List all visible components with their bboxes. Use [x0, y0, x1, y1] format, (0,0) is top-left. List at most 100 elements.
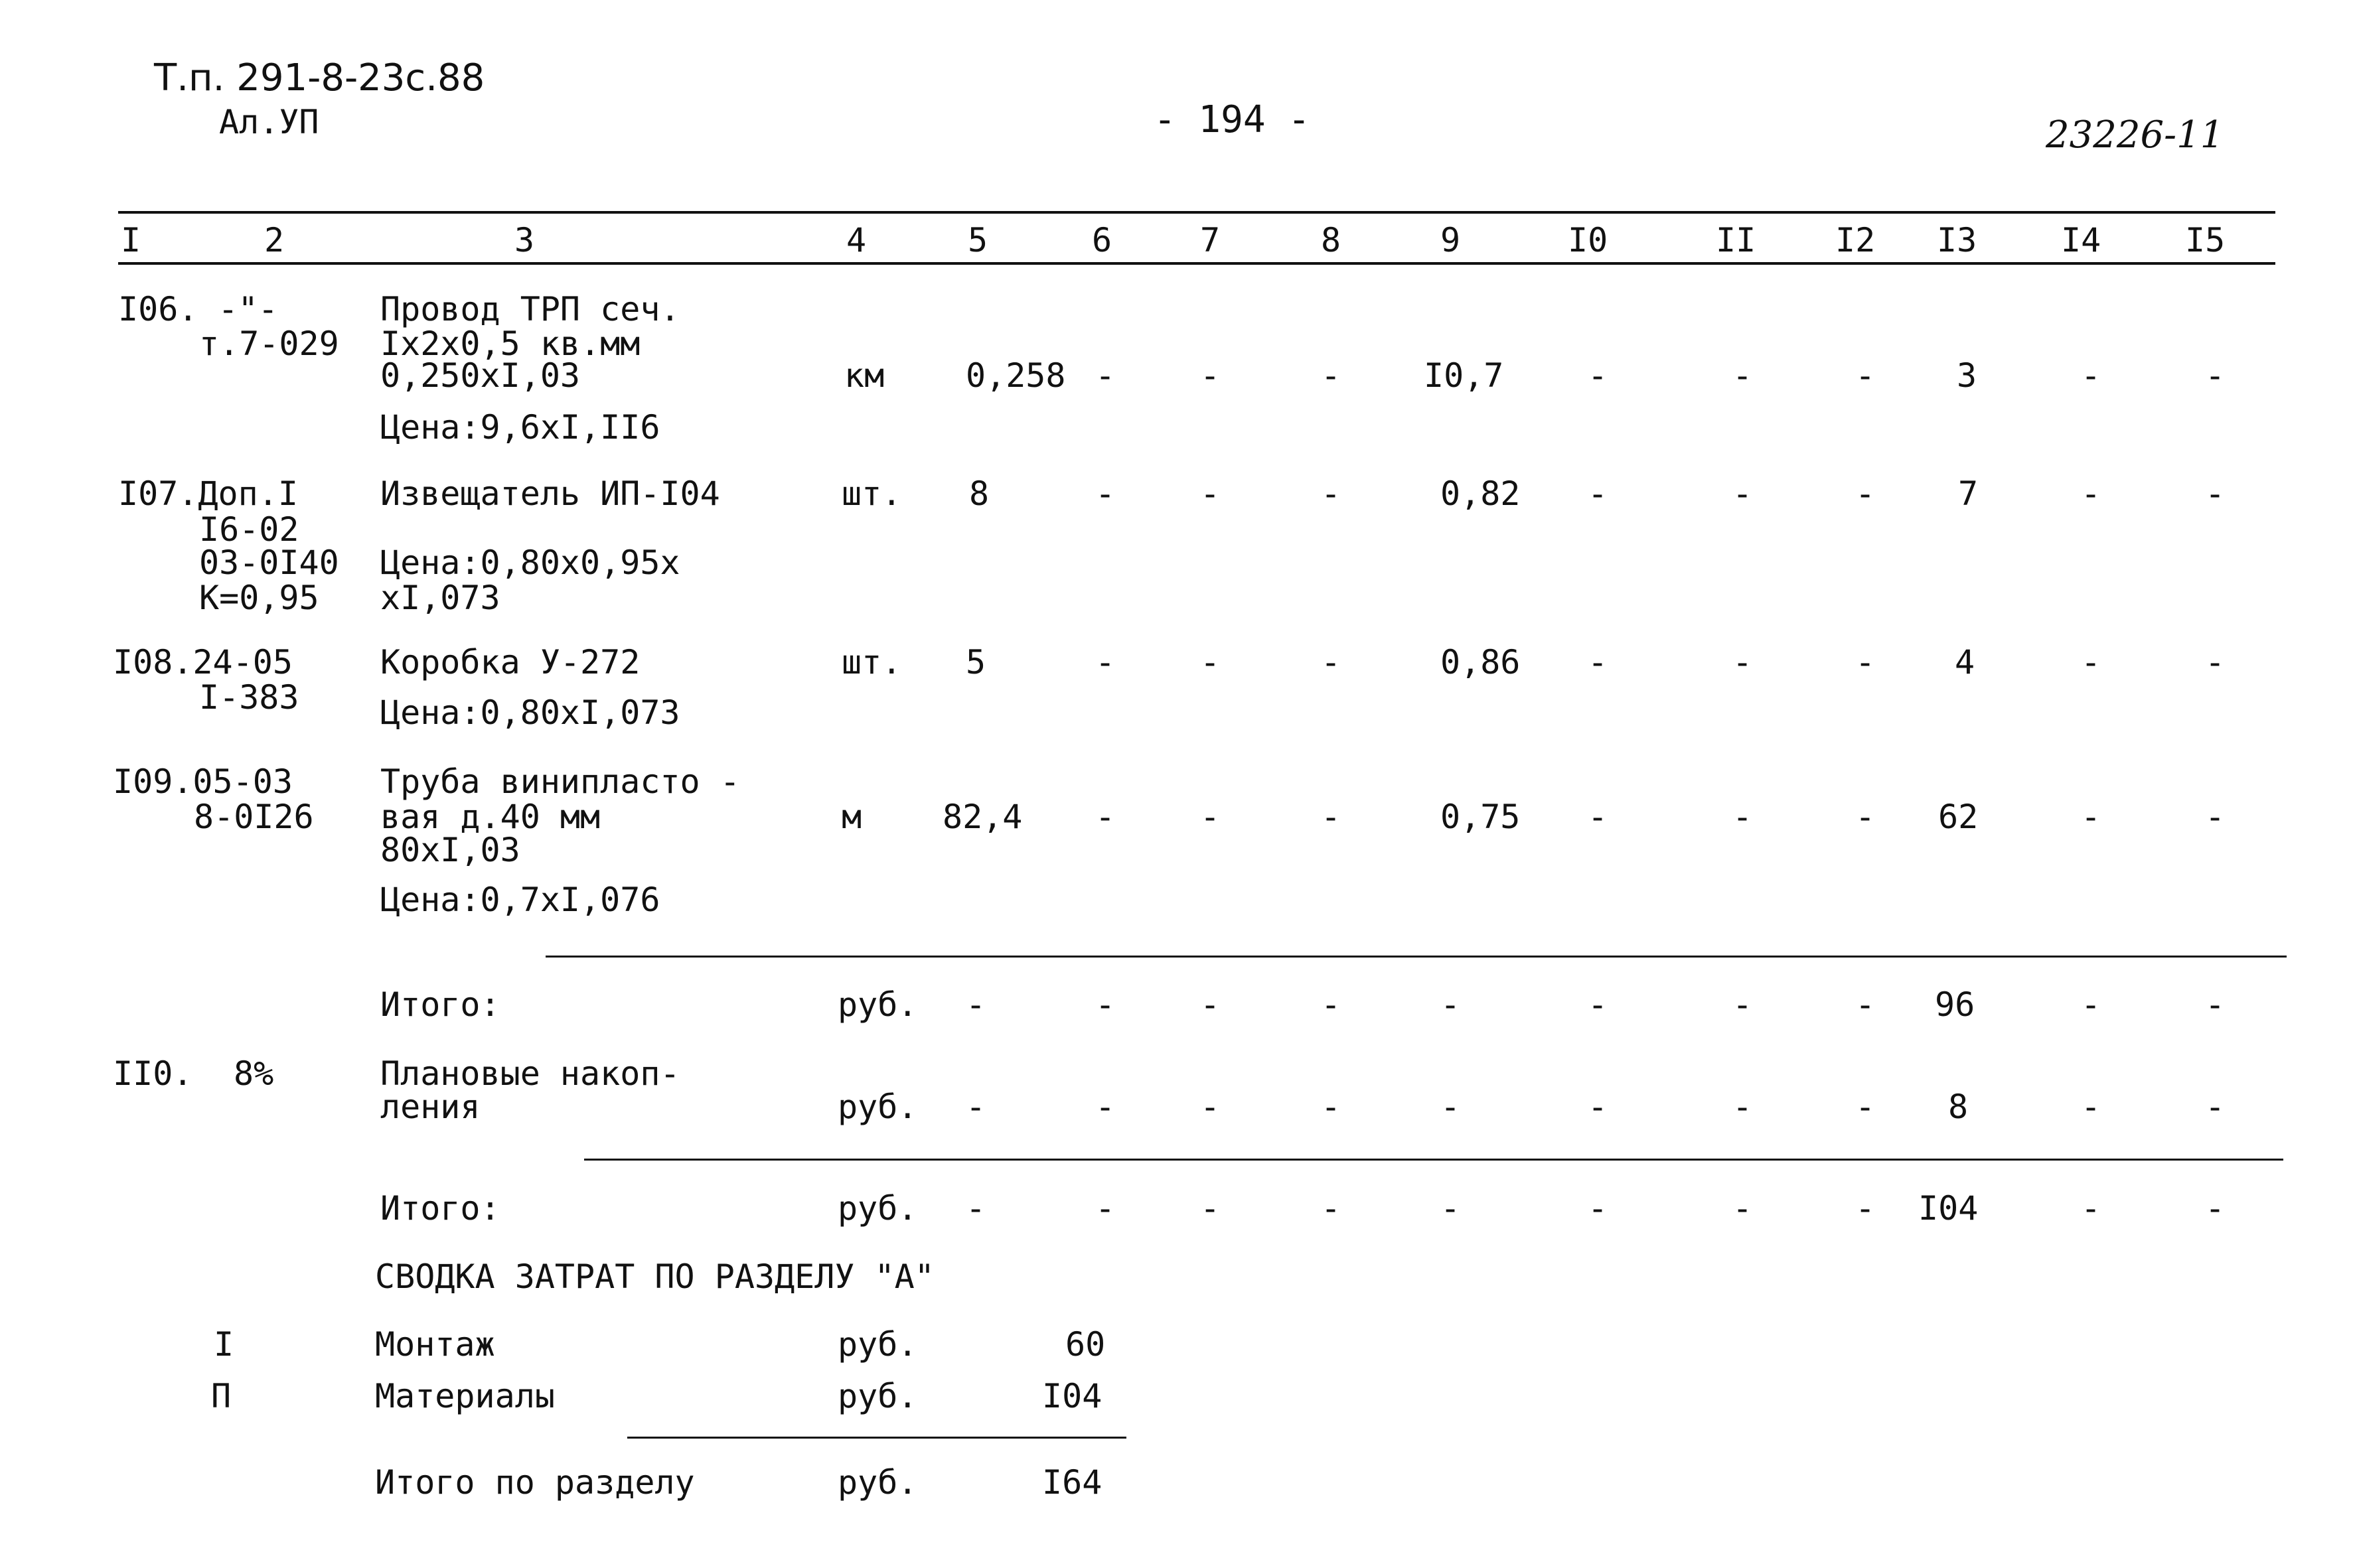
row-col13: 62 [1938, 798, 1979, 836]
row-col15: - [2205, 643, 2226, 681]
col-header-9: 9 [1440, 221, 1461, 259]
subtotal-col13: 96 [1935, 985, 1975, 1024]
row-col10: - [1588, 643, 1608, 681]
col-header-8: 8 [1321, 221, 1341, 259]
row-col11: - [1732, 1088, 1753, 1126]
col-header-5: 5 [968, 221, 988, 259]
subtotal-col12: - [1855, 985, 1876, 1024]
subtotal-unit: руб. [838, 1189, 918, 1228]
row-col14: - [2081, 1088, 2101, 1126]
row-col9: 0,86 [1440, 643, 1521, 681]
row-col8: - [1321, 474, 1341, 513]
row-col14: - [2081, 798, 2101, 836]
row-description: Iх2х0,5 кв.мм [380, 324, 641, 363]
row-description: Коробка У-272 [380, 643, 641, 681]
subtotal-col6: - [1095, 1189, 1116, 1228]
subtotal-col5: - [966, 985, 986, 1024]
row-unit: шт. [842, 474, 902, 513]
subtotal-label: Итого: [380, 985, 500, 1024]
row-col9: I0,7 [1424, 356, 1504, 395]
subtotal-col9: - [1440, 1189, 1461, 1228]
row-description: Провод ТРП сеч. [380, 290, 680, 328]
row-col13: 3 [1957, 356, 1977, 395]
row-col15: - [2205, 356, 2226, 395]
summary-item-number: П [211, 1377, 232, 1415]
row-col10: - [1588, 1088, 1608, 1126]
document-code: Т.п. 291-8-23с.88 [154, 56, 485, 100]
row-col11: - [1732, 798, 1753, 836]
summary-item-number: I [214, 1325, 234, 1364]
subtotal-col9: - [1440, 985, 1461, 1024]
col-header-13: I3 [1937, 221, 1977, 259]
row-number: I08.24-05 [113, 643, 293, 681]
row-unit: км [844, 356, 885, 395]
row-code: 8-0I26 [194, 798, 314, 836]
row-col12: - [1855, 643, 1876, 681]
col-header-12: I2 [1835, 221, 1876, 259]
summary-item-value: I04 [1042, 1377, 1102, 1415]
col-header-15: I5 [2185, 221, 2226, 259]
summary-total-unit: руб. [838, 1463, 918, 1502]
row-price: Цена:0,80хI,073 [380, 693, 680, 732]
col-header-1: I [121, 221, 141, 259]
row-description: вая д.40 мм [380, 798, 601, 836]
row-col9: - [1440, 1088, 1461, 1126]
row-col5: 82,4 [943, 798, 1023, 836]
subtotal-col15: - [2205, 985, 2226, 1024]
subtotal-col8: - [1321, 985, 1341, 1024]
row-col6: - [1095, 356, 1116, 395]
row-number: II0. [113, 1054, 193, 1093]
row-col8: - [1321, 356, 1341, 395]
row-col11: - [1732, 474, 1753, 513]
row-col7: - [1200, 474, 1221, 513]
col-header-14: I4 [2061, 221, 2101, 259]
row-number: I09.05-03 [113, 762, 293, 801]
col-header-6: 6 [1092, 221, 1112, 259]
row-col12: - [1855, 798, 1876, 836]
summary-item-value: 60 [1065, 1325, 1106, 1364]
album-label: Ал.УП [219, 103, 319, 141]
col-header-10: I0 [1568, 221, 1608, 259]
header-bottom-rule [118, 262, 2275, 265]
stamp-number: 23226-11 [2046, 113, 2224, 157]
row-description: 0,250хI,03 [380, 356, 581, 395]
subtotal-col14: - [2081, 985, 2101, 1024]
row-description: ления [380, 1088, 481, 1126]
row-col14: - [2081, 356, 2101, 395]
row-price: Цена:9,6хI,II6 [380, 408, 660, 447]
row-col8: - [1321, 798, 1341, 836]
row-col14: - [2081, 474, 2101, 513]
row-col11: - [1732, 643, 1753, 681]
row-col7: - [1200, 643, 1221, 681]
row-col12: - [1855, 356, 1876, 395]
row-col5: 5 [966, 643, 986, 681]
row-col7: - [1200, 356, 1221, 395]
summary-total-label: Итого по разделу [375, 1463, 695, 1502]
row-code: К=0,95 [199, 579, 319, 617]
col-header-11: II [1716, 221, 1756, 259]
row-col6: - [1095, 798, 1116, 836]
row-price: Цена:0,80х0,95х [380, 543, 680, 582]
row-col15: - [2205, 798, 2226, 836]
row-col7: - [1200, 1088, 1221, 1126]
row-col10: - [1588, 798, 1608, 836]
subtotal-col11: - [1732, 985, 1753, 1024]
row-col13: 7 [1958, 474, 1979, 513]
summary-rule [627, 1437, 1126, 1439]
row-col8: - [1321, 1088, 1341, 1126]
subtotal-col13: I04 [1918, 1189, 1979, 1228]
row-description: Извещатель ИП-I04 [380, 474, 720, 513]
row-col14: - [2081, 643, 2101, 681]
row-col5: - [966, 1088, 986, 1126]
subtotal-label: Итого: [380, 1189, 500, 1228]
row-col6: - [1095, 474, 1116, 513]
row-unit: шт. [842, 643, 902, 681]
row-col9: 0,82 [1440, 474, 1521, 513]
col-header-3: 3 [514, 221, 535, 259]
subtotal-col5: - [966, 1189, 986, 1228]
row-number: I06. -"- [118, 290, 278, 328]
summary-total-value: I64 [1042, 1463, 1102, 1502]
summary-title: СВОДКА ЗАТРАТ ПО РАЗДЕЛУ "А" [375, 1257, 935, 1296]
row-col11: - [1732, 356, 1753, 395]
row-col15: - [2205, 474, 2226, 513]
